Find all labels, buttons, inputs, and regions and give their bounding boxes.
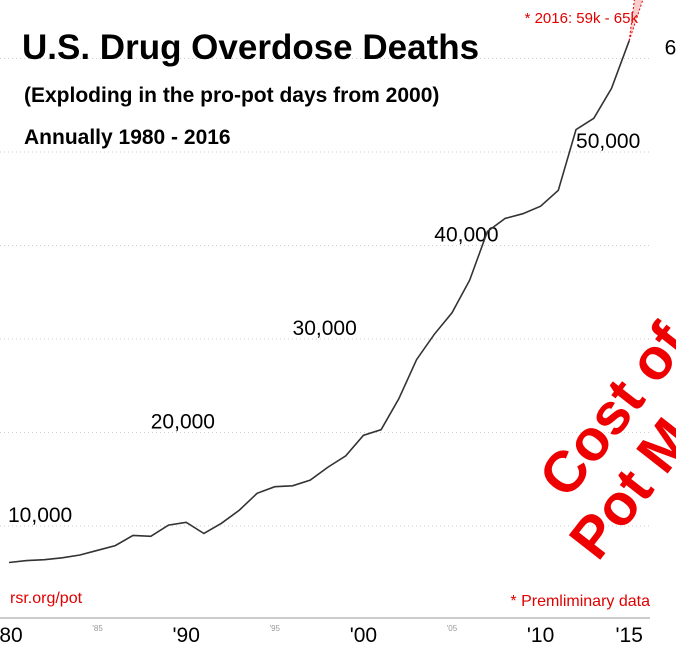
y-tick-label: 10,000 (8, 504, 72, 527)
chart-title: U.S. Drug Overdose Deaths (22, 28, 480, 67)
grid-lines (0, 58, 650, 527)
x-minor-tick-label: '85 (92, 624, 103, 633)
x-tick-label: '10 (527, 624, 554, 647)
x-tick-label: '90 (173, 624, 200, 647)
x-tick-label: '00 (350, 624, 377, 647)
y-tick-label: 20,000 (151, 411, 215, 434)
projection-low-line (628, 0, 644, 41)
x-minor-tick-label: '05 (447, 624, 458, 633)
preliminary-note: * Premliminary data (510, 593, 650, 610)
x-minor-tick-label: '95 (270, 624, 281, 633)
x-tick-label: '80 (0, 624, 23, 647)
projection-band (628, 0, 644, 41)
y-tick-label: 40,000 (434, 224, 498, 247)
y-axis-ticks: 10,000 20,000 30,000 40,000 50,000 60,000 (8, 37, 676, 528)
chart-subtitle: (Exploding in the pro-pot days from 2000… (24, 84, 440, 107)
y-tick-label: 50,000 (576, 130, 640, 153)
y-tick-label: 60,000 (665, 37, 676, 60)
y-tick-label: 30,000 (293, 317, 357, 340)
chart-range: Annually 1980 - 2016 (24, 126, 231, 149)
projection-note: * 2016: 59k - 65k (524, 10, 638, 27)
x-tick-label: '15 (616, 624, 643, 647)
source-link[interactable]: rsr.org/pot (10, 590, 83, 607)
x-axis-ticks: '80 '90 '00 '10 '15 '85 '95 '05 (0, 624, 643, 647)
series-line (8, 40, 630, 564)
